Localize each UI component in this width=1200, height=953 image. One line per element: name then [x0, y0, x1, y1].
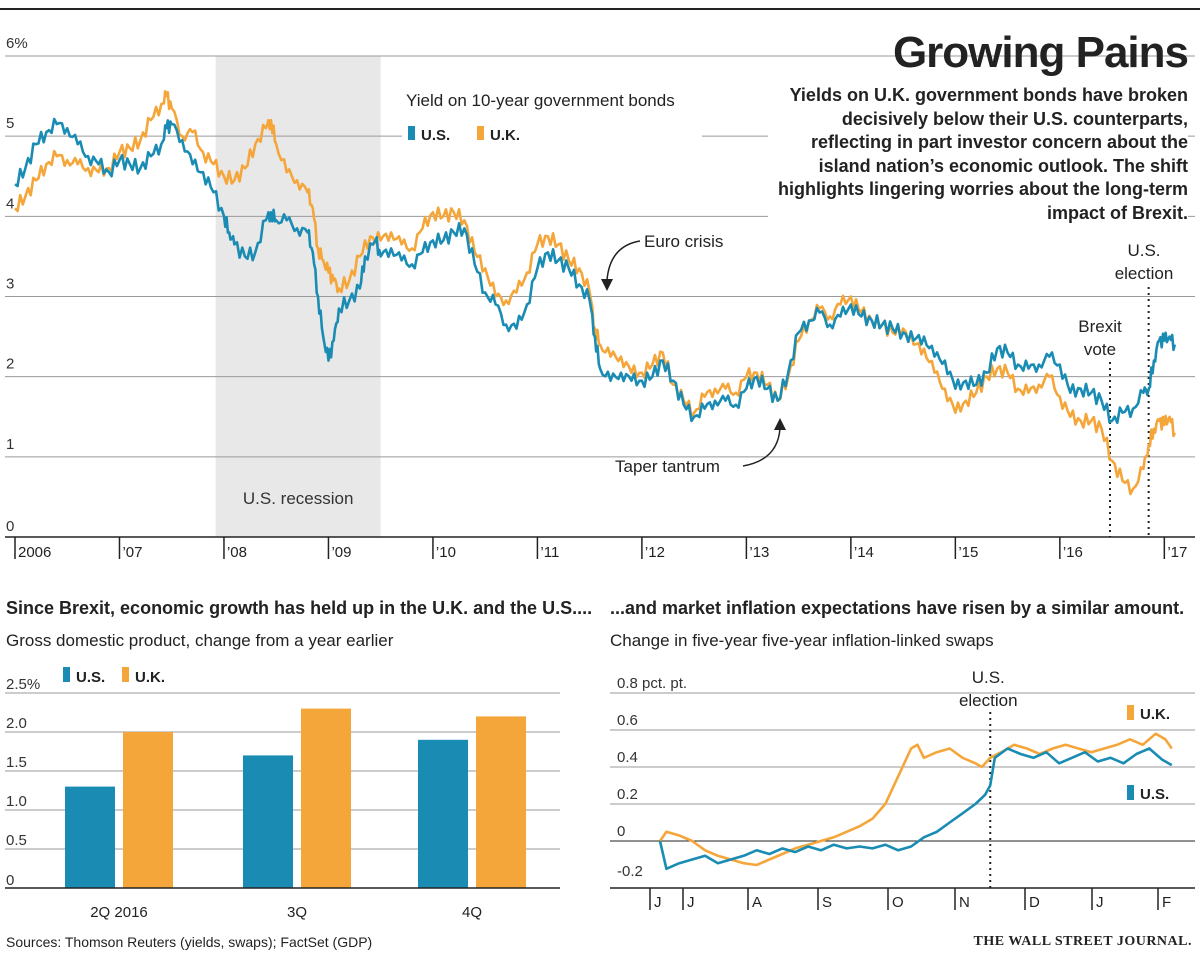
y-tick-label: -0.2 [617, 863, 643, 880]
y-tick-label: 0.8 pct. pt. [617, 675, 687, 692]
x-tick-label: ’14 [854, 544, 874, 561]
annotation-euro-crisis: Euro crisis [644, 232, 723, 251]
legend-us-label: U.S. [1140, 786, 1169, 803]
x-tick-label: ’08 [227, 544, 247, 561]
x-tick-label: ’16 [1063, 544, 1083, 561]
y-tick-label: 0.2 [617, 786, 638, 803]
publisher-logo: THE WALL STREET JOURNAL. [973, 934, 1192, 949]
inflation-headline: ...and market inflation expectations hav… [610, 598, 1185, 618]
inflation-subtitle: Change in five-year five-year inflation-… [610, 631, 994, 650]
y-tick-label: 2.0 [6, 715, 27, 732]
legend-us-swatch [63, 667, 70, 682]
annotation-taper-tantrum: Taper tantrum [615, 457, 720, 476]
x-tick-label: ’12 [645, 544, 665, 561]
x-tick-label: A [752, 894, 762, 911]
x-tick-label: ’17 [1167, 544, 1187, 561]
y-tick-label: 3 [6, 276, 14, 293]
annotation-brexit-vote: Brexit [1078, 317, 1122, 336]
y-tick-label: 0.5 [6, 832, 27, 849]
chart-title: Growing Pains [892, 28, 1189, 77]
legend-uk-label: U.K. [135, 669, 165, 686]
annotation-arrow [742, 427, 781, 467]
x-tick-label: ’13 [749, 544, 769, 561]
annotation-us-election: U.S. [972, 668, 1005, 687]
annotation-us-election: election [1115, 264, 1174, 283]
x-tick-label: ’11 [540, 544, 559, 561]
legend-us-label: U.S. [76, 669, 105, 686]
uk-swap-line [658, 732, 1173, 867]
x-category-label: 3Q [287, 904, 307, 921]
annotation-us-election: election [959, 691, 1018, 710]
y-tick-label: 1 [6, 436, 14, 453]
annotation-us-election: U.S. [1127, 241, 1160, 260]
gdp-chart-area: U.S. U.K. 0 0.5 1.0 1.5 2.0 2.5% 2Q 2016 3Q 4Q [5, 667, 560, 921]
legend-uk-swatch [1127, 705, 1134, 720]
y-tick-label: 0 [6, 518, 14, 535]
uk-yield-line [14, 90, 1177, 496]
us-swap-line [658, 747, 1173, 871]
y-tick-label: 2 [6, 356, 14, 373]
bar-us [243, 755, 293, 888]
y-tick-label: 5 [6, 115, 14, 132]
x-tick-label: N [959, 894, 970, 911]
x-tick-label: S [822, 894, 832, 911]
bar-uk [476, 716, 526, 888]
y-tick-label: 6% [6, 35, 28, 52]
legend-uk-label: U.K. [490, 127, 520, 144]
annotation-arrowhead [601, 279, 613, 291]
legend-uk-swatch [477, 126, 484, 140]
y-tick-label: 0 [617, 823, 625, 840]
x-tick-label: J [654, 894, 662, 911]
recession-label: U.S. recession [243, 489, 354, 508]
x-tick-label: O [892, 894, 904, 911]
x-tick-label: 2006 [18, 544, 51, 561]
legend-uk-label: U.K. [1140, 706, 1170, 723]
annotation-brexit-vote: vote [1084, 340, 1116, 359]
y-tick-label: 2.5% [6, 676, 40, 693]
chart-dek: Yields on U.K. government bonds have bro… [768, 84, 1188, 225]
x-tick-label: F [1162, 894, 1171, 911]
legend-us-label: U.S. [421, 127, 450, 144]
x-tick-label: J [687, 894, 695, 911]
y-tick-label: 4 [6, 195, 14, 212]
x-category-label: 2Q 2016 [90, 904, 148, 921]
gdp-subtitle: Gross domestic product, change from a ye… [6, 631, 394, 650]
legend-us-swatch [1127, 785, 1134, 800]
bar-us [418, 739, 468, 888]
x-tick-label: ’07 [122, 544, 142, 561]
y-tick-label: 0 [6, 872, 14, 889]
y-tick-label: 0.6 [617, 712, 638, 729]
x-tick-label: ’09 [331, 544, 351, 561]
x-tick-label: ’10 [436, 544, 456, 561]
y-tick-label: 1.5 [6, 754, 27, 771]
legend-backdrop [402, 84, 702, 154]
yield-chart-title: Yield on 10-year government bonds [406, 91, 675, 110]
bar-uk [301, 708, 351, 888]
y-tick-label: 0.4 [617, 749, 638, 766]
inflation-chart-area: -0.2 0 0.2 0.4 0.6 0.8 pct. pt. J J A S O N D J F U.S. e… [610, 668, 1195, 911]
x-tick-label: J [1096, 894, 1104, 911]
annotation-arrow [606, 240, 641, 281]
legend-us-swatch [408, 126, 415, 140]
sources-note: Sources: Thomson Reuters (yields, swaps)… [6, 934, 373, 950]
us-yield-line [14, 117, 1177, 425]
legend-uk-swatch [122, 667, 129, 682]
x-category-label: 4Q [462, 904, 482, 921]
annotation-arrowhead [774, 418, 786, 430]
gdp-headline: Since Brexit, economic growth has held u… [6, 598, 593, 618]
x-tick-label: ’15 [958, 544, 978, 561]
y-tick-label: 1.0 [6, 793, 27, 810]
bar-us [65, 786, 115, 888]
yield-chart-area: U.S. recession 0 1 2 3 4 5 6% 2006 ’07 ’08 ’09 ’10 ’1… [5, 35, 1195, 561]
x-tick-label: D [1029, 894, 1040, 911]
bar-uk [123, 732, 173, 888]
